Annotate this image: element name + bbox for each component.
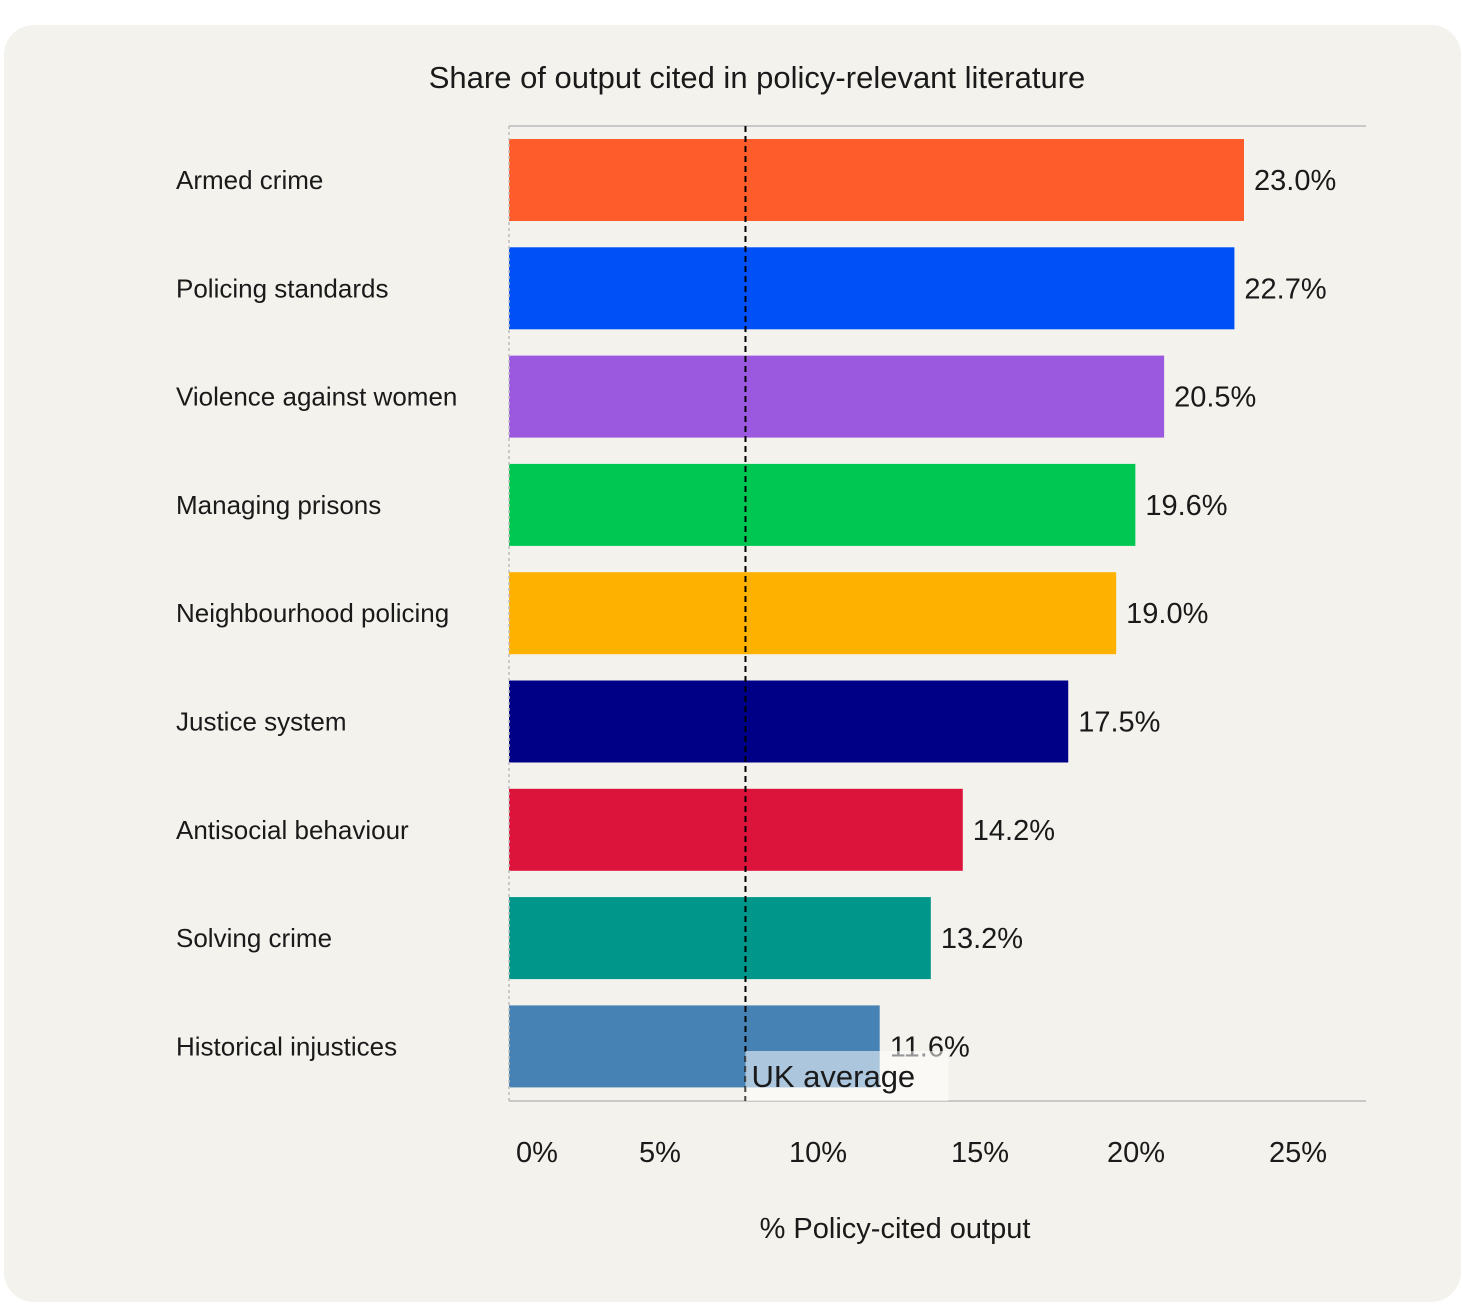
value-label: 23.0% [1254,165,1336,197]
category-label: Policing standards [176,273,388,303]
value-label: 14.2% [973,815,1055,847]
value-labels: 23.0% 22.7% 20.5% 19.6% 19.0% 17.5% 14.2% 13.2%… [890,165,1337,1063]
x-tick-label: 25% [1269,1137,1327,1169]
category-label: Historical injustices [176,1031,397,1061]
category-label: Managing prisons [176,490,381,520]
category-labels: Armed crime Policing standards Violence ag… [176,165,457,1061]
bar [509,680,1069,763]
x-tick-labels: 0% 5% 10% 15% 20% 25% [516,1137,1327,1169]
category-label: Solving crime [176,923,332,953]
chart-title: Share of output cited in policy-relevant… [429,60,1086,95]
category-label: Violence against women [176,382,457,412]
value-label: 20.5% [1174,382,1256,414]
value-label: 19.0% [1126,598,1208,630]
x-tick-label: 20% [1107,1137,1165,1169]
value-label: 19.6% [1145,490,1227,522]
x-tick-label: 15% [951,1137,1009,1169]
bar [509,463,1136,546]
reference-line-label: UK average [751,1059,915,1094]
value-label: 13.2% [941,923,1023,955]
reference-label-background [745,1051,949,1101]
value-label: 17.5% [1078,707,1160,739]
bar [509,788,963,871]
category-label: Justice system [176,707,347,737]
x-tick-label: 10% [789,1137,847,1169]
bar [509,572,1117,655]
x-axis-title: % Policy-cited output [760,1213,1031,1245]
category-label: Armed crime [176,165,323,195]
chart-card [4,25,1461,1302]
bars [509,139,1244,1088]
bar [509,139,1244,221]
x-tick-label: 5% [639,1137,681,1169]
category-label: Antisocial behaviour [176,815,409,845]
bar [509,897,931,980]
x-tick-label: 0% [516,1137,558,1169]
bar [509,355,1165,438]
value-label: 22.7% [1244,273,1326,305]
category-label: Neighbourhood policing [176,598,449,628]
reference-line-group: UK average [744,126,949,1101]
bar [509,247,1235,330]
